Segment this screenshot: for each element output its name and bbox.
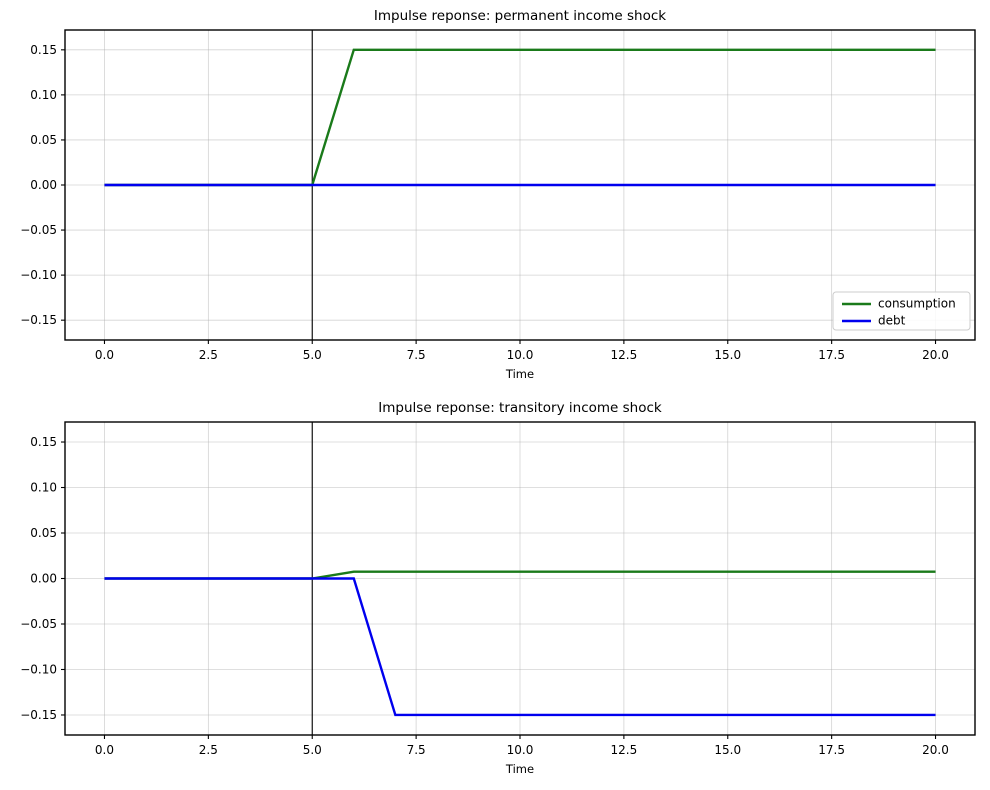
x-tick-label: 10.0	[507, 743, 534, 757]
x-axis-label: Time	[505, 367, 534, 381]
series-line-debt	[104, 577, 936, 717]
y-tick-label: −0.10	[20, 662, 57, 676]
y-tick-label: 0.00	[30, 572, 57, 586]
y-tick-label: 0.05	[30, 526, 57, 540]
x-tick-label: 0.0	[95, 743, 114, 757]
y-tick-label: 0.10	[30, 88, 57, 102]
x-tick-label: 15.0	[714, 743, 741, 757]
subplot-2: Impulse reponse: transitory income shock…	[20, 400, 976, 776]
y-tick-label: −0.10	[20, 268, 57, 282]
y-tick-label: 0.15	[30, 43, 57, 57]
y-tick-label: −0.15	[20, 708, 57, 722]
x-tick-label: 2.5	[199, 743, 218, 757]
legend: consumption debt	[832, 291, 971, 331]
x-tick-label: 5.0	[303, 348, 322, 362]
x-axis-label: Time	[505, 762, 534, 776]
subplot-1: Impulse reponse: permanent income shock 0…	[20, 8, 976, 381]
plot-title: Impulse reponse: permanent income shock	[374, 8, 666, 24]
plot-title: Impulse reponse: transitory income shock	[378, 400, 662, 416]
y-tick-label: 0.00	[30, 178, 57, 192]
legend-label-debt: debt	[878, 314, 906, 328]
y-tick-label: −0.05	[20, 223, 57, 237]
y-tick-label: 0.10	[30, 481, 57, 495]
y-tick-label: −0.15	[20, 313, 57, 327]
x-tick-label: 20.0	[922, 743, 949, 757]
x-tick-label: 12.5	[611, 348, 638, 362]
y-tick-label: 0.15	[30, 435, 57, 449]
x-tick-label: 17.5	[818, 743, 845, 757]
x-tick-label: 15.0	[714, 348, 741, 362]
x-tick-label: 5.0	[303, 743, 322, 757]
x-tick-label: 0.0	[95, 348, 114, 362]
x-tick-label: 2.5	[199, 348, 218, 362]
series-group	[104, 48, 936, 187]
x-tick-label: 12.5	[611, 743, 638, 757]
x-tick-label: 20.0	[922, 348, 949, 362]
x-tick-label: 7.5	[407, 348, 426, 362]
x-tick-label: 7.5	[407, 743, 426, 757]
y-tick-label: 0.05	[30, 133, 57, 147]
y-tick-label: −0.05	[20, 617, 57, 631]
series-group	[104, 570, 936, 717]
x-tick-label: 10.0	[507, 348, 534, 362]
x-tick-label: 17.5	[818, 348, 845, 362]
legend-label-consumption: consumption	[878, 297, 956, 311]
